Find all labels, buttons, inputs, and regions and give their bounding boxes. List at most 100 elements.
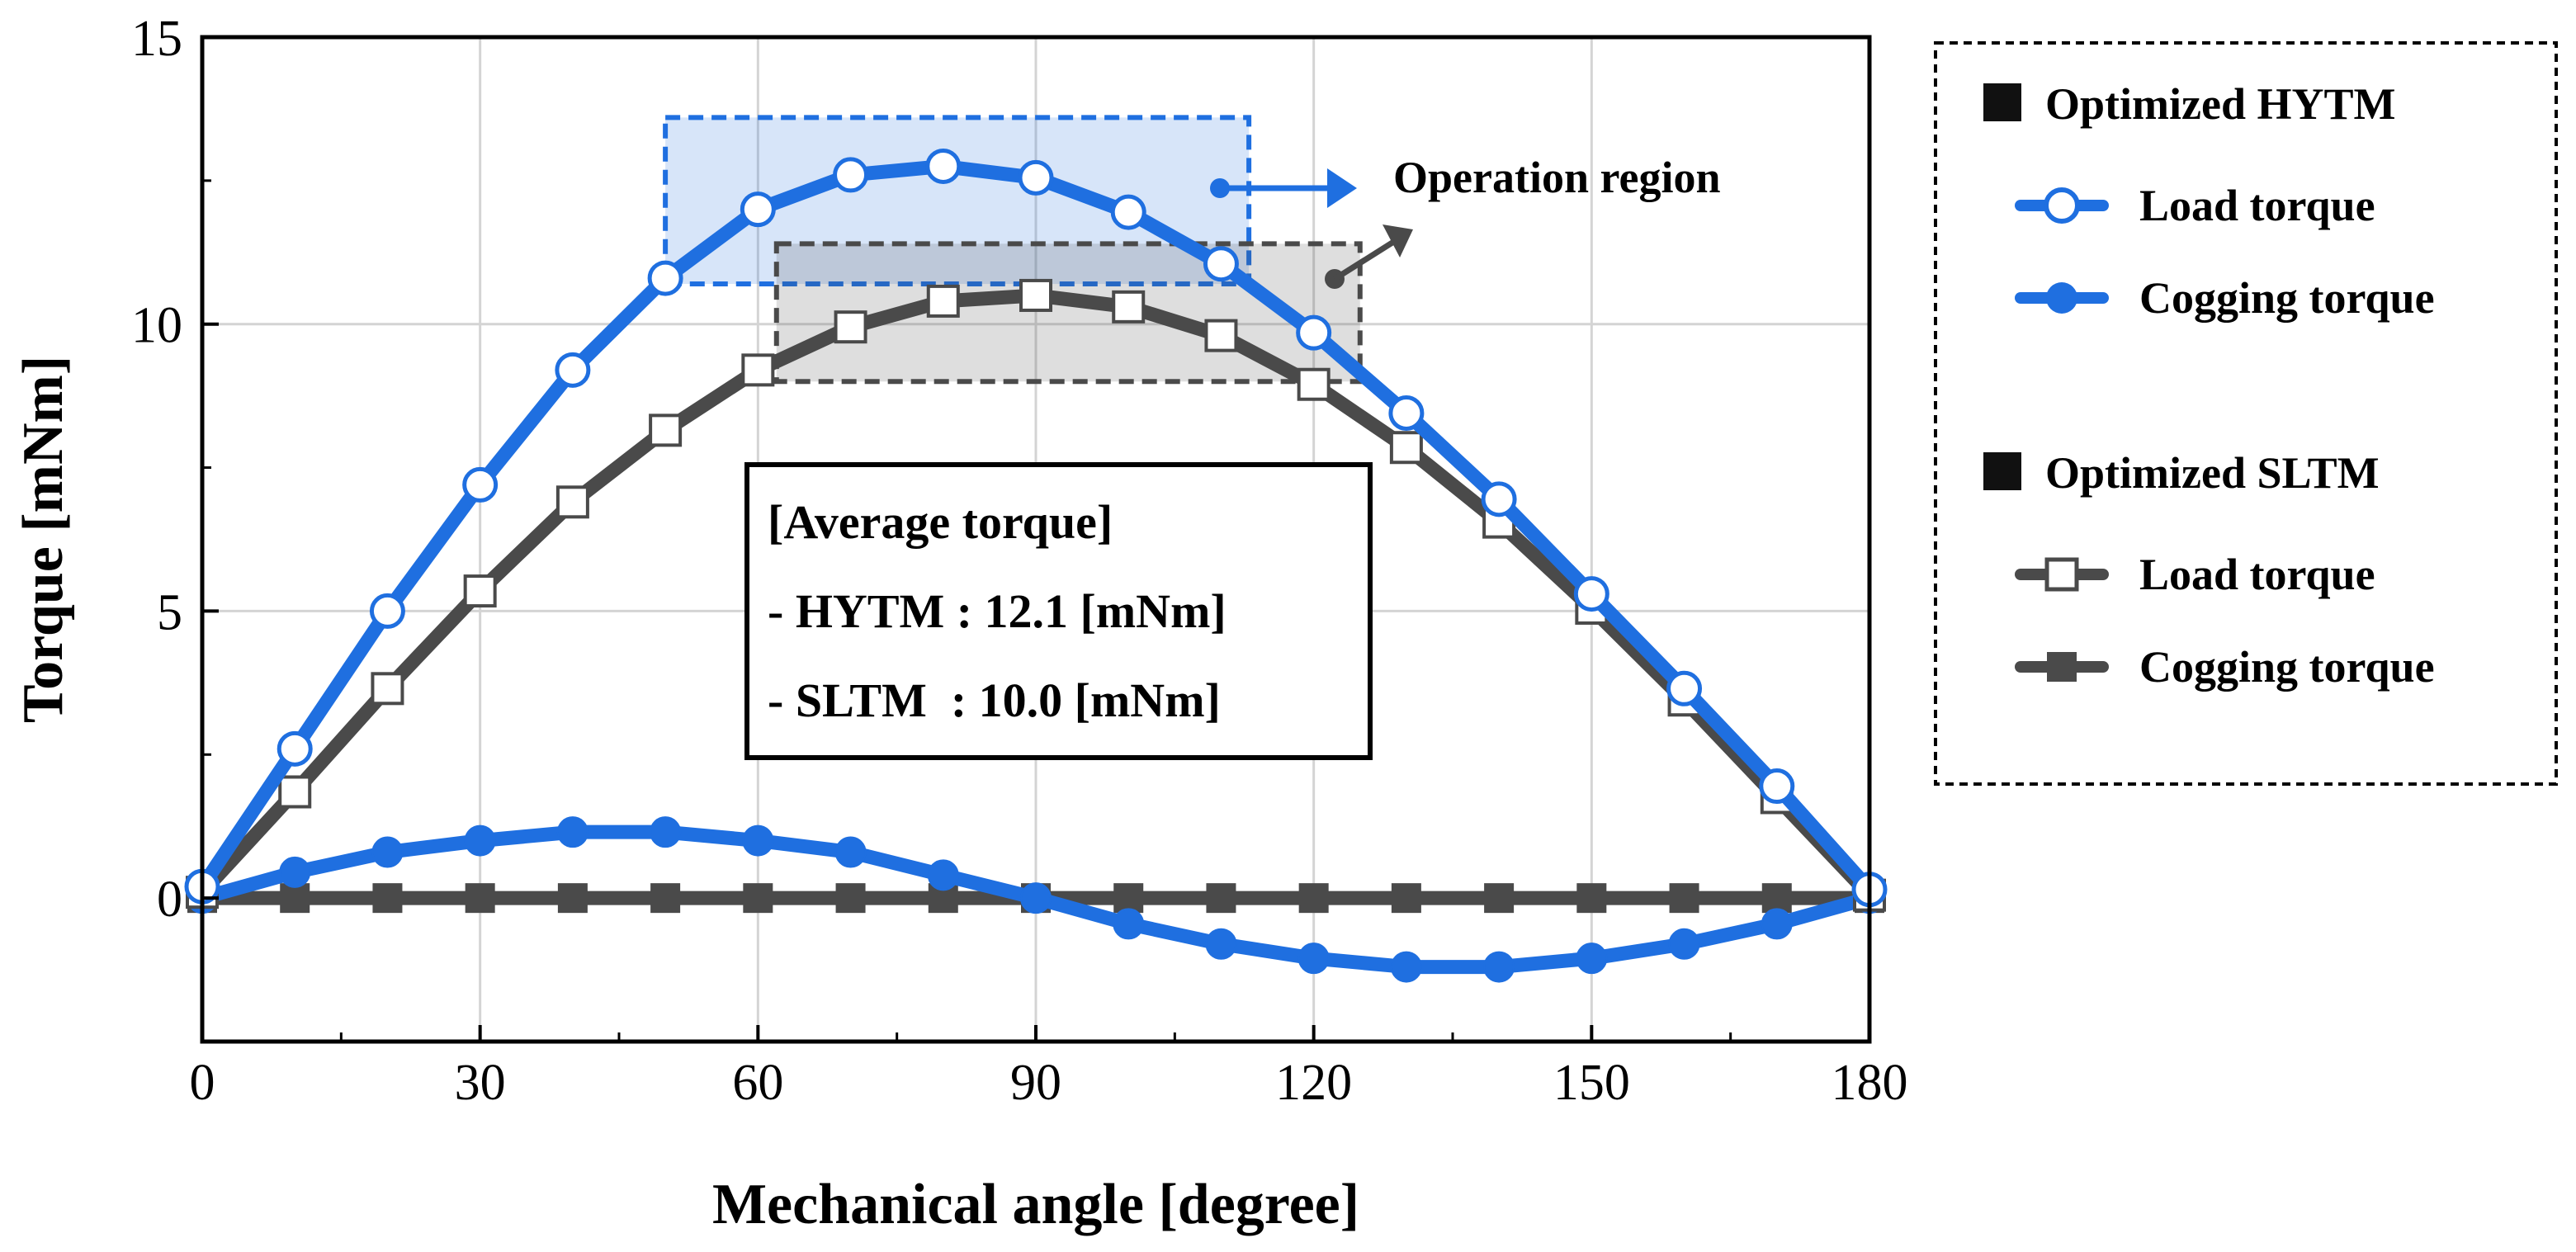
legend-marker-sltm_load: [2044, 557, 2079, 592]
x-tick-label-60: 60: [732, 1055, 783, 1111]
legend-label-hytm_load: Load torque: [2139, 181, 2375, 230]
point-hytm_load-170: [1759, 768, 1795, 805]
point-hytm_load-80: [925, 148, 962, 184]
average-torque-hytm: - HYTM : 12.1 [mNm]: [768, 584, 1227, 638]
point-hytm_cogging-130: [1390, 951, 1422, 983]
point-hytm_load-160: [1666, 670, 1703, 706]
point-hytm_cogging-10: [279, 856, 311, 888]
point-hytm_load-30: [462, 466, 499, 503]
point-sltm_load-100: [1112, 290, 1146, 324]
point-sltm_cogging-40: [557, 883, 588, 914]
average-torque-box: [Average torque] - HYTM : 12.1 [mNm] - S…: [744, 462, 1373, 760]
operation-region-label: Operation region: [1393, 153, 1720, 202]
annotation-arrowhead-sltm: [1383, 224, 1413, 257]
legend-label-sltm_load: Load torque: [2139, 550, 2375, 599]
point-hytm_load-140: [1481, 481, 1517, 517]
x-tick-label-30: 30: [455, 1055, 506, 1111]
point-hytm_load-100: [1110, 194, 1146, 230]
point-hytm_cogging-120: [1297, 943, 1330, 975]
legend-group-swatch-0: [1983, 83, 2021, 121]
y-tick-label-0: 0: [157, 872, 182, 928]
point-hytm_load-130: [1388, 395, 1425, 432]
average-torque-sltm: - SLTM : 10.0 [mNm]: [768, 673, 1221, 727]
point-hytm_load-10: [277, 730, 313, 767]
point-sltm_cogging-160: [1669, 883, 1699, 914]
legend-marker-hytm_cogging: [2046, 282, 2077, 314]
series-hytm_load: [184, 148, 1888, 908]
annotation-arrowhead-hytm: [1327, 168, 1357, 208]
operation-region-annotation: Operation region: [1210, 153, 1720, 289]
point-sltm_cogging-110: [1206, 883, 1236, 914]
point-hytm_cogging-40: [556, 816, 588, 848]
point-hytm_cogging-170: [1761, 908, 1793, 940]
legend-group-title-1: Optimized SLTM: [2045, 448, 2380, 498]
average-torque-box-frame: [744, 462, 1373, 760]
point-sltm_cogging-150: [1576, 883, 1607, 914]
point-hytm_load-110: [1203, 246, 1239, 282]
x-tick-label-0: 0: [190, 1055, 215, 1111]
point-hytm_load-60: [740, 191, 776, 228]
annotation-arrow-sltm: [1333, 239, 1397, 281]
point-hytm_cogging-50: [650, 816, 682, 848]
point-sltm_cogging-100: [1113, 883, 1144, 914]
y-tick-label-10: 10: [131, 298, 182, 354]
legend: Optimized HYTM Load torque Cogging torque O…: [1934, 41, 2558, 786]
y-tick-label-15: 15: [131, 11, 182, 67]
point-sltm_load-70: [834, 310, 867, 344]
point-sltm_cogging-140: [1484, 883, 1515, 914]
point-sltm_load-80: [926, 284, 960, 318]
legend-label-sltm_cogging: Cogging torque: [2139, 642, 2435, 692]
point-sltm_load-90: [1019, 278, 1052, 312]
point-sltm_cogging-170: [1761, 883, 1792, 914]
point-hytm_cogging-110: [1205, 928, 1237, 960]
point-sltm_load-20: [371, 672, 404, 706]
legend-label-hytm_cogging: Cogging torque: [2139, 273, 2435, 323]
point-hytm_cogging-60: [742, 824, 774, 857]
point-sltm_load-60: [741, 353, 775, 387]
legend-group-swatch-1: [1983, 452, 2021, 490]
point-sltm_load-10: [278, 775, 312, 809]
point-sltm_load-40: [555, 485, 589, 519]
series: [184, 148, 1888, 983]
y-axis-label: Torque [mNm]: [12, 356, 75, 723]
legend-items: Optimized HYTM Load torque Cogging torque O…: [1983, 79, 2435, 692]
legend-marker-sltm_cogging: [2047, 652, 2077, 682]
point-hytm_cogging-90: [1020, 882, 1052, 914]
point-hytm_load-150: [1573, 576, 1609, 612]
point-sltm_load-120: [1297, 367, 1331, 401]
point-sltm_cogging-70: [835, 883, 866, 914]
point-hytm_cogging-100: [1113, 908, 1145, 940]
point-hytm_load-20: [369, 593, 405, 629]
point-sltm_cogging-60: [743, 883, 773, 914]
x-axis-label: Mechanical angle [degree]: [712, 1173, 1359, 1236]
point-sltm_load-130: [1389, 431, 1423, 465]
x-tick-label-120: 120: [1275, 1055, 1352, 1111]
point-sltm_cogging-10: [280, 883, 310, 914]
legend-marker-hytm_load: [2044, 187, 2080, 224]
point-hytm_cogging-70: [834, 836, 867, 868]
point-hytm_load-50: [647, 260, 683, 296]
point-sltm_cogging-120: [1298, 883, 1329, 914]
point-sltm_load-30: [463, 574, 497, 608]
point-hytm_cogging-80: [927, 859, 959, 891]
point-sltm_load-50: [649, 413, 683, 447]
point-hytm_load-40: [555, 352, 591, 388]
point-hytm_cogging-150: [1576, 943, 1608, 975]
point-sltm_cogging-30: [465, 883, 495, 914]
y-tick-label-5: 5: [157, 584, 182, 640]
legend-frame: [1934, 41, 2558, 786]
x-tick-label-180: 180: [1832, 1055, 1908, 1111]
x-tick-label-150: 150: [1553, 1055, 1630, 1111]
point-hytm_cogging-140: [1483, 951, 1515, 983]
average-torque-title: [Average torque]: [768, 495, 1113, 549]
point-hytm_cogging-20: [371, 836, 404, 868]
point-sltm_load-110: [1204, 319, 1238, 352]
point-sltm_cogging-20: [372, 883, 403, 914]
point-hytm_cogging-160: [1668, 928, 1700, 960]
legend-group-title-0: Optimized HYTM: [2045, 79, 2395, 129]
point-hytm_load-90: [1018, 159, 1054, 196]
point-sltm_cogging-50: [650, 883, 681, 914]
x-tick-label-90: 90: [1010, 1055, 1061, 1111]
axis-ticks: 0 30 60 90 120 150 180 0 5 10 15: [131, 11, 1908, 1111]
